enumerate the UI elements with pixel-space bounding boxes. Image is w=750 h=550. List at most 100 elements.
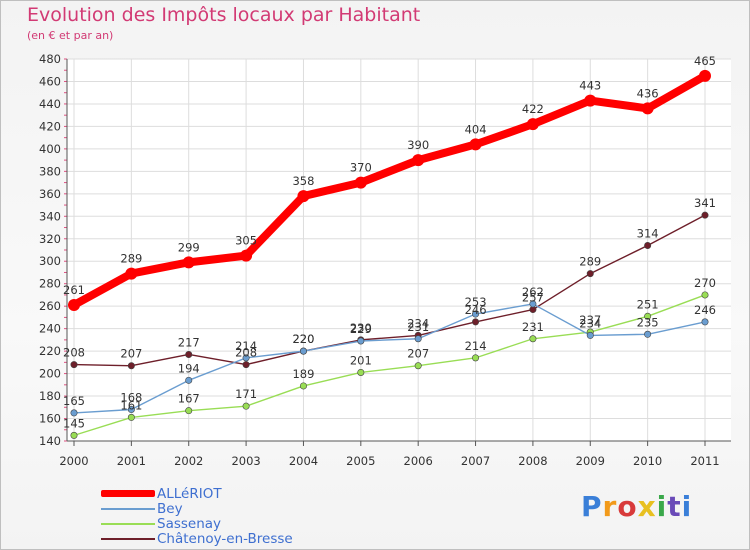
data-label-bey: 229 (350, 322, 372, 336)
y-tick-label: 340 (39, 209, 61, 223)
data-label-bey: 235 (637, 315, 659, 329)
logo-letter: o (617, 490, 638, 523)
series-line-alleriot (70, 71, 709, 310)
data-label-sassenay: 231 (522, 320, 544, 334)
data-label-bey: 262 (522, 285, 544, 299)
legend-swatch-chatenoy (101, 538, 155, 540)
x-tick-label: 2003 (231, 454, 260, 468)
data-label-sassenay: 251 (637, 297, 659, 311)
data-point-chatenoy (701, 211, 709, 219)
data-label-bey: 220 (292, 332, 314, 346)
y-tick-label: 280 (39, 277, 61, 291)
data-point-sassenay (529, 335, 537, 343)
data-point-bey (472, 310, 480, 318)
data-label-alleriot: 465 (694, 54, 716, 68)
y-tick-label: 460 (39, 74, 61, 88)
y-tick-label: 440 (39, 97, 61, 111)
data-label-sassenay: 161 (120, 398, 142, 412)
legend-item-alleriot[interactable]: ALLéRIOT (101, 486, 401, 503)
data-label-chatenoy: 341 (694, 196, 716, 210)
data-label-chatenoy: 314 (637, 227, 659, 241)
data-label-bey: 246 (694, 303, 716, 317)
y-tick-label: 360 (39, 187, 61, 201)
x-tick-label: 2005 (346, 454, 375, 468)
data-label-chatenoy: 207 (120, 347, 142, 361)
data-label-sassenay: 237 (579, 313, 601, 327)
data-point-chatenoy (586, 270, 594, 278)
data-point-sassenay (299, 382, 307, 390)
data-label-chatenoy: 208 (63, 346, 85, 360)
y-tick-label: 480 (39, 52, 61, 66)
data-point-sassenay (185, 407, 193, 415)
data-label-bey: 234 (579, 316, 601, 330)
data-point-bey (185, 376, 193, 384)
data-label-chatenoy: 208 (235, 346, 257, 360)
chart-subtitle: (en € et par an) (27, 29, 114, 42)
data-label-sassenay: 145 (63, 416, 85, 430)
logo-letter: i (681, 490, 693, 523)
y-tick-label: 200 (39, 367, 61, 381)
legend-swatch-sassenay (101, 523, 155, 525)
x-tick-label: 2000 (59, 454, 88, 468)
data-point-alleriot (412, 154, 425, 167)
data-label-sassenay: 167 (178, 392, 200, 406)
legend-item-chatenoy[interactable]: Châtenoy-en-Bresse (101, 531, 401, 548)
y-tick-label: 420 (39, 119, 61, 133)
data-point-bey (242, 354, 250, 362)
data-point-sassenay (242, 402, 250, 410)
x-tick-label: 2004 (289, 454, 318, 468)
data-label-alleriot: 305 (235, 234, 257, 248)
data-label-bey: 194 (178, 361, 200, 375)
data-point-chatenoy (70, 361, 78, 369)
data-label-alleriot: 390 (407, 138, 429, 152)
data-point-chatenoy (644, 242, 652, 250)
data-label-chatenoy: 289 (579, 255, 601, 269)
legend-label-bey: Bey (157, 501, 183, 517)
data-point-bey (644, 330, 652, 338)
data-label-bey: 214 (235, 339, 257, 353)
data-label-alleriot: 443 (579, 79, 601, 93)
data-point-sassenay (414, 362, 422, 370)
chart-title: Evolution des Impôts locaux par Habitant (27, 4, 421, 26)
data-label-alleriot: 422 (522, 102, 544, 116)
data-label-chatenoy: 246 (465, 303, 487, 317)
data-point-chatenoy (185, 350, 193, 358)
data-label-alleriot: 299 (178, 240, 200, 254)
data-point-alleriot (699, 69, 711, 82)
legend-label-alleriot: ALLéRIOT (157, 486, 222, 502)
y-tick-label: 180 (39, 389, 61, 403)
y-tick-label: 220 (39, 344, 61, 358)
y-tick-label: 240 (39, 322, 61, 336)
data-label-chatenoy: 217 (178, 335, 200, 349)
data-point-sassenay (644, 312, 652, 320)
data-point-alleriot (297, 190, 310, 203)
series-line-chatenoy (73, 214, 706, 367)
y-tick-label: 300 (39, 254, 61, 268)
x-tick-label: 2007 (461, 454, 490, 468)
data-point-bey (299, 347, 307, 355)
x-tick-label: 2002 (174, 454, 203, 468)
data-label-bey: 165 (63, 394, 85, 408)
x-tick-label: 2006 (404, 454, 433, 468)
data-point-alleriot (641, 102, 654, 115)
legend-item-bey[interactable]: Bey (101, 501, 401, 518)
legend-item-sassenay[interactable]: Sassenay (101, 516, 401, 533)
data-point-alleriot (526, 118, 539, 131)
y-tick-label: 160 (39, 412, 61, 426)
data-point-sassenay (701, 291, 709, 299)
data-label-alleriot: 370 (350, 161, 372, 175)
x-tick-label: 2001 (117, 454, 146, 468)
data-point-alleriot (182, 256, 195, 269)
logo-letter: i (656, 490, 668, 523)
plot-area (67, 59, 731, 441)
data-label-sassenay: 201 (350, 353, 372, 367)
logo-letter: x (637, 490, 657, 523)
data-point-sassenay (127, 413, 135, 421)
data-point-chatenoy (127, 362, 135, 370)
legend-swatch-alleriot (101, 490, 155, 497)
data-point-alleriot (240, 249, 253, 262)
data-label-bey: 231 (407, 320, 429, 334)
x-tick-label: 2009 (576, 454, 605, 468)
